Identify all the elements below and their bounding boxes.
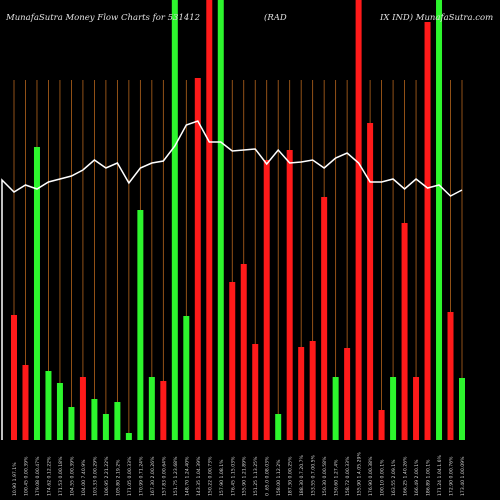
x-tick-label: 104.55 0.00.39%	[69, 456, 75, 496]
bar-up	[114, 402, 121, 440]
price-line-path	[1, 120, 463, 440]
bar-down	[344, 348, 351, 440]
bar-up	[102, 414, 109, 440]
x-tick-label: 163.55 2.09.1%	[391, 459, 397, 496]
bar-down	[355, 0, 362, 440]
x-tick-label: 150.22 0.00.73%	[207, 456, 213, 496]
bar-up	[332, 377, 339, 440]
bar-up	[171, 0, 178, 440]
x-tick-label: 176.90 0.00.38%	[368, 456, 374, 496]
x-tick-label: 158.72 0.00.33%	[345, 456, 351, 496]
bar-down	[229, 282, 236, 440]
bars	[11, 0, 465, 440]
chart-title: MunafaSutra Money Flow Charts for 531412	[6, 13, 201, 23]
bar-down	[321, 197, 328, 440]
x-tick-label: 171.05 0.00.33%	[127, 456, 133, 496]
x-tick-label: 188.30 0.7.20.7%	[299, 454, 305, 496]
bar-up	[33, 147, 40, 440]
x-tick-label: 155.90 1.21.89%	[242, 456, 248, 496]
x-tick-label: 106.95 2.21.22%	[104, 456, 110, 496]
x-tick-label: 173.40 1.00.09%	[460, 456, 466, 496]
chart-symbol-prefix: (RAD	[264, 13, 287, 23]
bar-up	[91, 399, 98, 440]
x-tick-label: 150.30 0.00.58%	[322, 456, 328, 496]
x-tick-label: 170.99 0.71.24%	[138, 456, 144, 496]
x-tick-label: 151.75 1.23.68%	[173, 456, 179, 496]
bar-up	[275, 414, 282, 440]
x-tick-label: 100.45 0.00.39%	[23, 456, 29, 496]
bar-down	[11, 315, 17, 440]
x-tick-labels: 10.90 1.97.1% 100.45 0.00.39% 179.08 0.00.…	[12, 452, 466, 496]
bar-up	[45, 371, 52, 440]
x-tick-label: 104.00 7.40.9%	[81, 459, 87, 496]
bar-down	[367, 123, 374, 440]
x-tick-label: 148.70 1.24.40%	[184, 456, 190, 496]
bar-up	[459, 378, 465, 440]
x-tick-label: 157.90 1.08.1%	[219, 459, 225, 496]
chart-site-name: IX IND) MunafaSutra.com	[380, 13, 494, 23]
bar-down	[286, 150, 293, 440]
bar-down	[424, 22, 431, 440]
x-tick-label: 10.90 1.97.1%	[12, 462, 18, 496]
x-tick-label: 155.90 1.4.05.29%	[357, 452, 363, 496]
bar-down	[263, 160, 270, 440]
bar-up	[217, 0, 224, 440]
x-tick-label: 153.55 0.7.00.5%	[311, 454, 317, 496]
x-tick-label: 158.00 1.12.2%	[276, 459, 282, 496]
bar-up	[137, 210, 144, 440]
x-tick-label: 150.60 1.27.4%	[334, 459, 340, 496]
bar-down	[309, 341, 316, 440]
bar-down	[252, 344, 259, 440]
x-tick-label: 176.45 1.15.03%	[230, 456, 236, 496]
x-tick-label: 179.08 0.00.47%	[35, 456, 41, 496]
bar-down	[298, 347, 305, 440]
x-tick-label: 0 .65.0 0.08.03%	[265, 456, 271, 496]
x-tick-label: 166.25 1.40.26%	[403, 456, 409, 496]
x-tick-label: 167.30 2.00.26%	[150, 456, 156, 496]
bar-down	[447, 312, 454, 440]
bar-down	[194, 78, 201, 440]
bar-down	[378, 410, 385, 440]
x-tick-label: 105.80 2.19.2%	[115, 459, 121, 496]
x-tick-label: 166.49 2.00.1%	[414, 459, 420, 496]
bar-up	[68, 407, 75, 440]
x-tick-label: 100.10 0.00.1%	[380, 459, 386, 496]
x-tick-label: 103.33 0.00.29%	[92, 456, 98, 496]
x-tick-label: 151.25 1.13.25%	[253, 456, 259, 496]
bar-down	[240, 264, 247, 440]
bar-down	[22, 365, 29, 440]
x-tick-label: 187.30 0.00.25%	[288, 456, 294, 496]
x-tick-label: 186.89 1.00.1%	[426, 459, 432, 496]
bar-down	[160, 381, 167, 440]
bar-up	[183, 316, 190, 440]
bar-up	[56, 383, 63, 440]
x-tick-label: 171.24 1.04.1.6%	[437, 454, 443, 496]
x-tick-label: 143.35 1.04.39%	[196, 456, 202, 496]
x-tick-label: 157.83 0.00.64%	[161, 456, 167, 496]
x-tick-label: 174.62 0.12.22%	[46, 456, 52, 496]
bar-down	[206, 0, 213, 440]
price-line	[1, 120, 463, 440]
x-tick-label: 172.90 0.00.76%	[449, 456, 455, 496]
bar-up	[436, 0, 443, 440]
bar-up	[390, 377, 397, 440]
bar-down	[401, 223, 408, 440]
bar-up	[148, 377, 155, 440]
x-tick-label: 171.53 0.00.18%	[58, 456, 64, 496]
bar-down	[79, 377, 86, 440]
bar-up	[125, 433, 132, 440]
bar-down	[413, 377, 420, 440]
